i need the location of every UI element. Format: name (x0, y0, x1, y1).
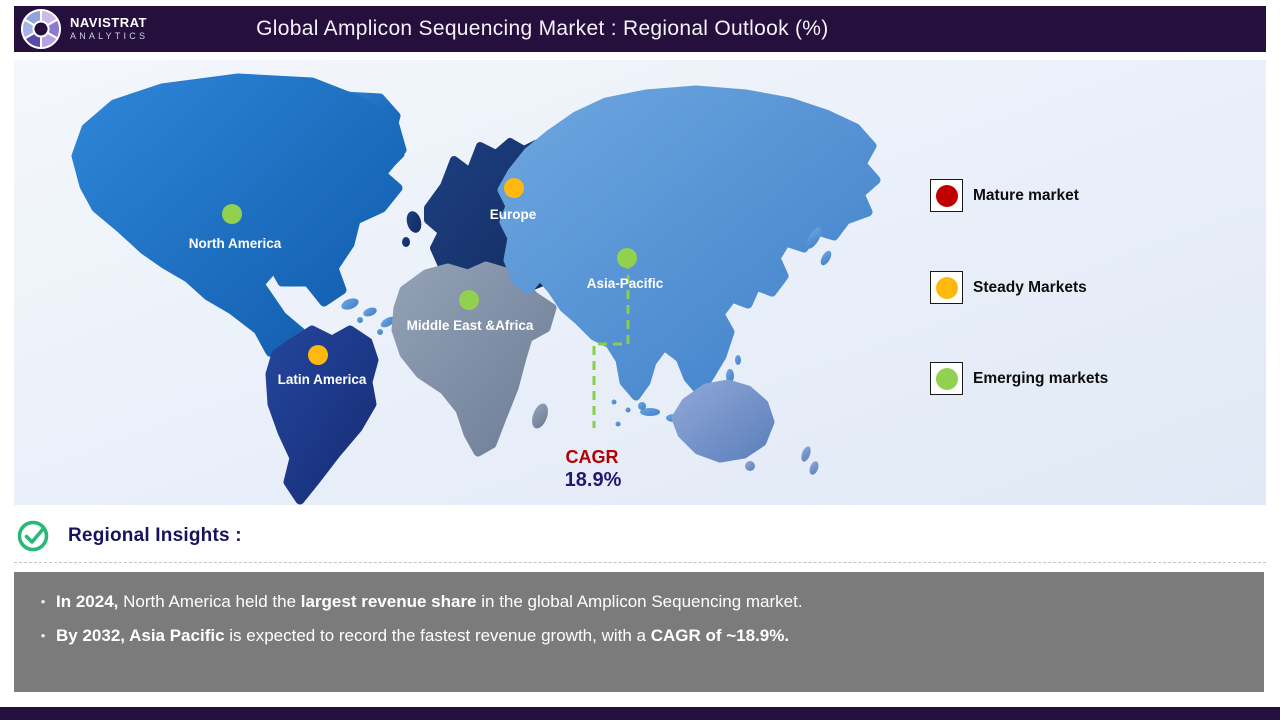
insight-text-1: In 2024, North America held the largest … (56, 592, 803, 611)
legend-item-emerging: Emerging markets (930, 362, 1108, 395)
label-middle-east-africa: Middle East &Africa (407, 318, 534, 333)
bullet-dot-icon: • (40, 628, 46, 643)
brand-name: NAVISTRAT (70, 15, 147, 31)
legend-item-steady: Steady Markets (930, 271, 1087, 304)
mature-market-dot-icon (935, 184, 958, 207)
legend-label-emerging: Emerging markets (973, 369, 1109, 387)
insight-bullet-1: • In 2024, North America held the larges… (30, 589, 1244, 614)
map-region-middle-east-africa (391, 261, 557, 457)
label-asia-pacific: Asia-Pacific (587, 276, 664, 291)
map-region-australia (671, 379, 775, 463)
map-region-north-america (71, 73, 407, 395)
page-title: Global Amplicon Sequencing Market : Regi… (256, 17, 829, 40)
insight-text-2: By 2032, Asia Pacific is expected to rec… (56, 626, 790, 645)
marker-north-america (222, 204, 242, 224)
insight-bullet-2: • By 2032, Asia Pacific is expected to r… (30, 623, 1244, 648)
brand-logo: NAVISTRAT ANALYTICS (20, 8, 148, 50)
legend-swatch-mature (930, 179, 963, 212)
label-europe: Europe (490, 207, 537, 222)
header-bar: NAVISTRAT ANALYTICS Global Amplicon Sequ… (14, 6, 1266, 52)
steady-market-dot-icon (935, 276, 958, 299)
map-legend: Mature market Steady Markets Emerging ma… (930, 60, 1260, 505)
legend-label-steady: Steady Markets (973, 278, 1087, 296)
label-north-america: North America (189, 236, 282, 251)
insights-box: • In 2024, North America held the larges… (14, 572, 1264, 692)
insights-heading-row: Regional Insights : (16, 517, 242, 555)
map-region-asia (497, 85, 881, 401)
cagr-value: 18.9% (565, 469, 622, 491)
map-region-madagascar (532, 403, 548, 429)
world-map: North America Latin America Europe Middl… (71, 73, 881, 505)
marker-middle-east-africa (459, 290, 479, 310)
label-latin-america: Latin America (278, 372, 367, 387)
world-map-panel: North America Latin America Europe Middl… (14, 60, 1266, 505)
legend-swatch-steady (930, 271, 963, 304)
map-region-uk (402, 211, 422, 247)
legend-label-mature: Mature market (973, 186, 1079, 204)
brand-subtitle: ANALYTICS (70, 31, 149, 42)
navistrat-wheel-icon (20, 8, 62, 50)
brand-text: NAVISTRAT ANALYTICS (70, 16, 148, 41)
map-region-new-zealand (745, 446, 819, 475)
map-region-japan (806, 227, 832, 266)
marker-latin-america (308, 345, 328, 365)
bullet-dot-icon: • (40, 594, 46, 609)
legend-item-mature: Mature market (930, 179, 1079, 212)
marker-europe (504, 178, 524, 198)
emerging-market-dot-icon (935, 367, 958, 390)
footer-bar (0, 707, 1280, 720)
legend-swatch-emerging (930, 362, 963, 395)
insights-heading: Regional Insights : (68, 525, 242, 546)
map-region-latin-america (265, 325, 379, 505)
check-circle-icon (17, 520, 49, 552)
dotted-separator (14, 562, 1266, 563)
marker-asia-pacific (617, 248, 637, 268)
cagr-label: CAGR (566, 447, 619, 467)
